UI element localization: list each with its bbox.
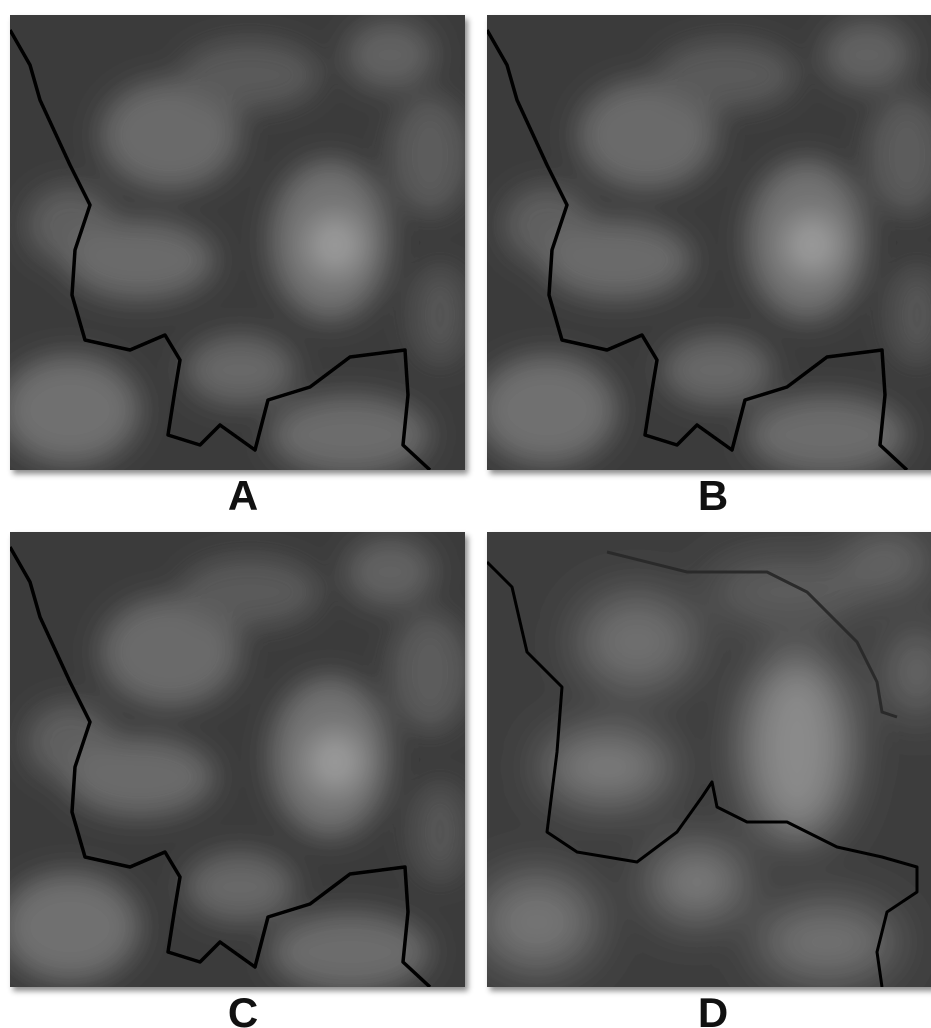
panel-label: B: [698, 472, 728, 519]
map-image: [477, 15, 931, 475]
panel-label: A: [228, 472, 258, 519]
panel-d: [477, 532, 931, 987]
panel-label: D: [698, 989, 728, 1028]
map-image: [0, 532, 470, 992]
panel-a: [0, 15, 470, 475]
map-image: [0, 15, 470, 475]
figure: A B C D: [0, 0, 931, 1028]
panel-b: [477, 15, 931, 475]
map-image: [477, 532, 931, 987]
page: A B C D (() => { const data = JSON.parse…: [0, 0, 931, 1028]
panel-label: C: [228, 989, 258, 1028]
panel-c: [0, 532, 470, 992]
